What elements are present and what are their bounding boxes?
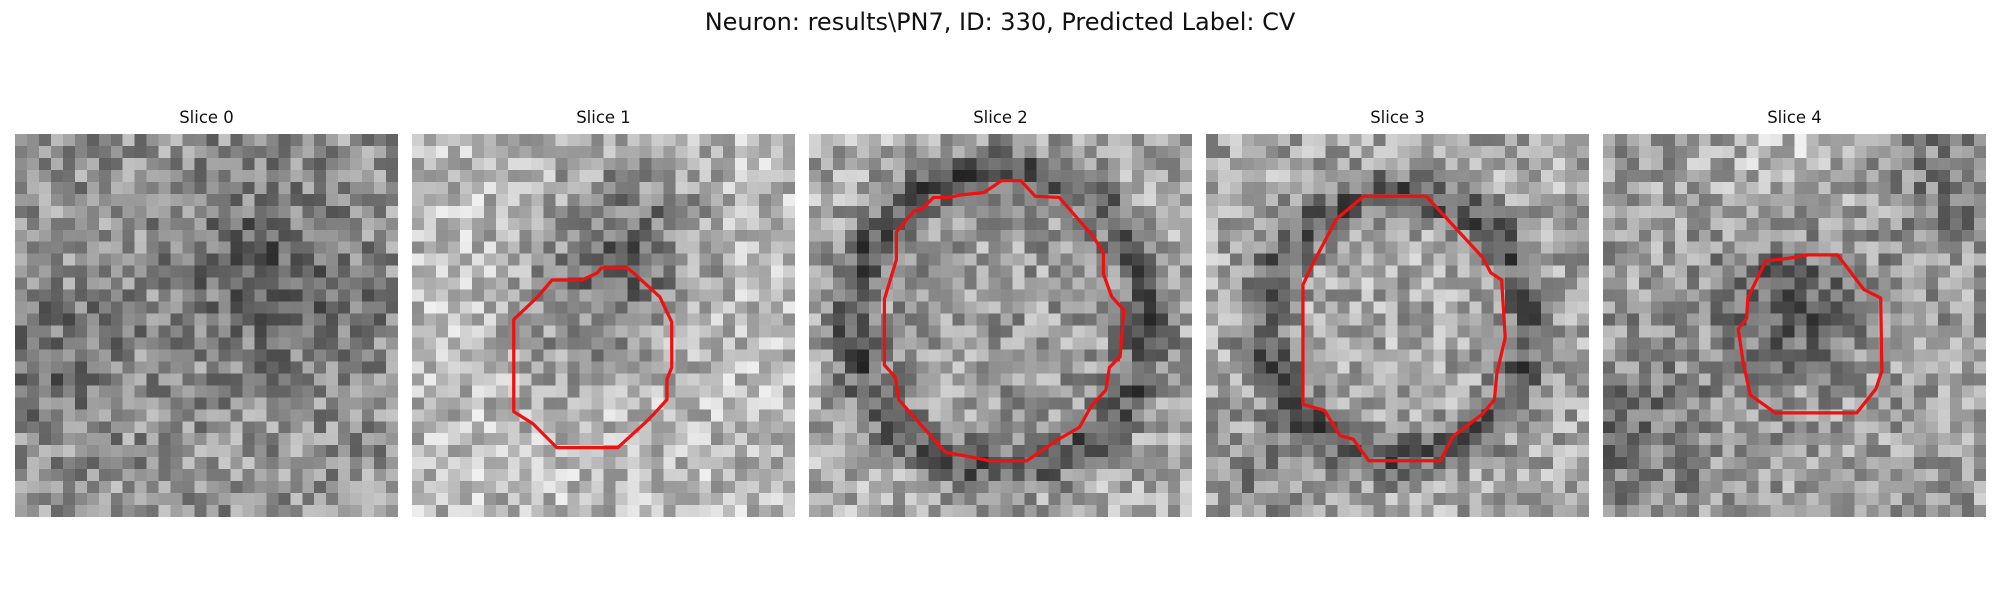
slice-pixels-2 <box>809 134 1192 517</box>
slice-image-0 <box>15 134 398 517</box>
segmentation-contour <box>512 266 674 450</box>
slice-image-3 <box>1206 134 1589 517</box>
slice-title-2: Slice 2 <box>973 108 1028 127</box>
slice-title-4: Slice 4 <box>1767 108 1822 127</box>
slice-title-3: Slice 3 <box>1370 108 1425 127</box>
segmentation-contour <box>1736 253 1884 415</box>
slice-pixels-3 <box>1206 134 1589 517</box>
segmentation-contour <box>882 179 1126 463</box>
slice-image-4 <box>1603 134 1986 517</box>
segmentation-contour <box>1301 194 1507 463</box>
slice-title-0: Slice 0 <box>179 108 234 127</box>
figure-title: Neuron: results\PN7, ID: 330, Predicted … <box>704 8 1296 36</box>
slice-pixels-4 <box>1603 134 1986 517</box>
slice-pixels-0 <box>15 134 398 517</box>
slice-image-2 <box>809 134 1192 517</box>
slice-pixels-1 <box>412 134 795 517</box>
slice-image-1 <box>412 134 795 517</box>
slice-title-1: Slice 1 <box>576 108 631 127</box>
